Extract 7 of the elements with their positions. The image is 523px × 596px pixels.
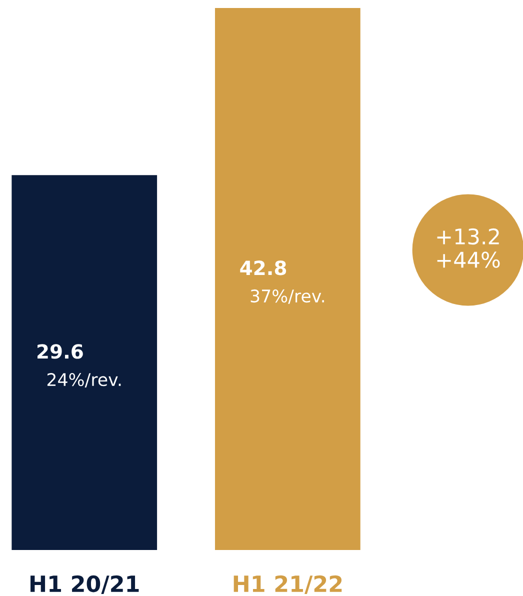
x-tick-label: H1 20/21: [30, 575, 139, 594]
annotation: 37%/rev.: [250, 289, 324, 304]
data-label: 42.8: [240, 260, 286, 276]
x-tick-label: H1 21/22: [234, 575, 342, 594]
annotation: 24%/rev.: [47, 373, 121, 388]
text: +13.2 +44%: [437, 228, 500, 268]
data-label: 29.6: [38, 344, 83, 359]
